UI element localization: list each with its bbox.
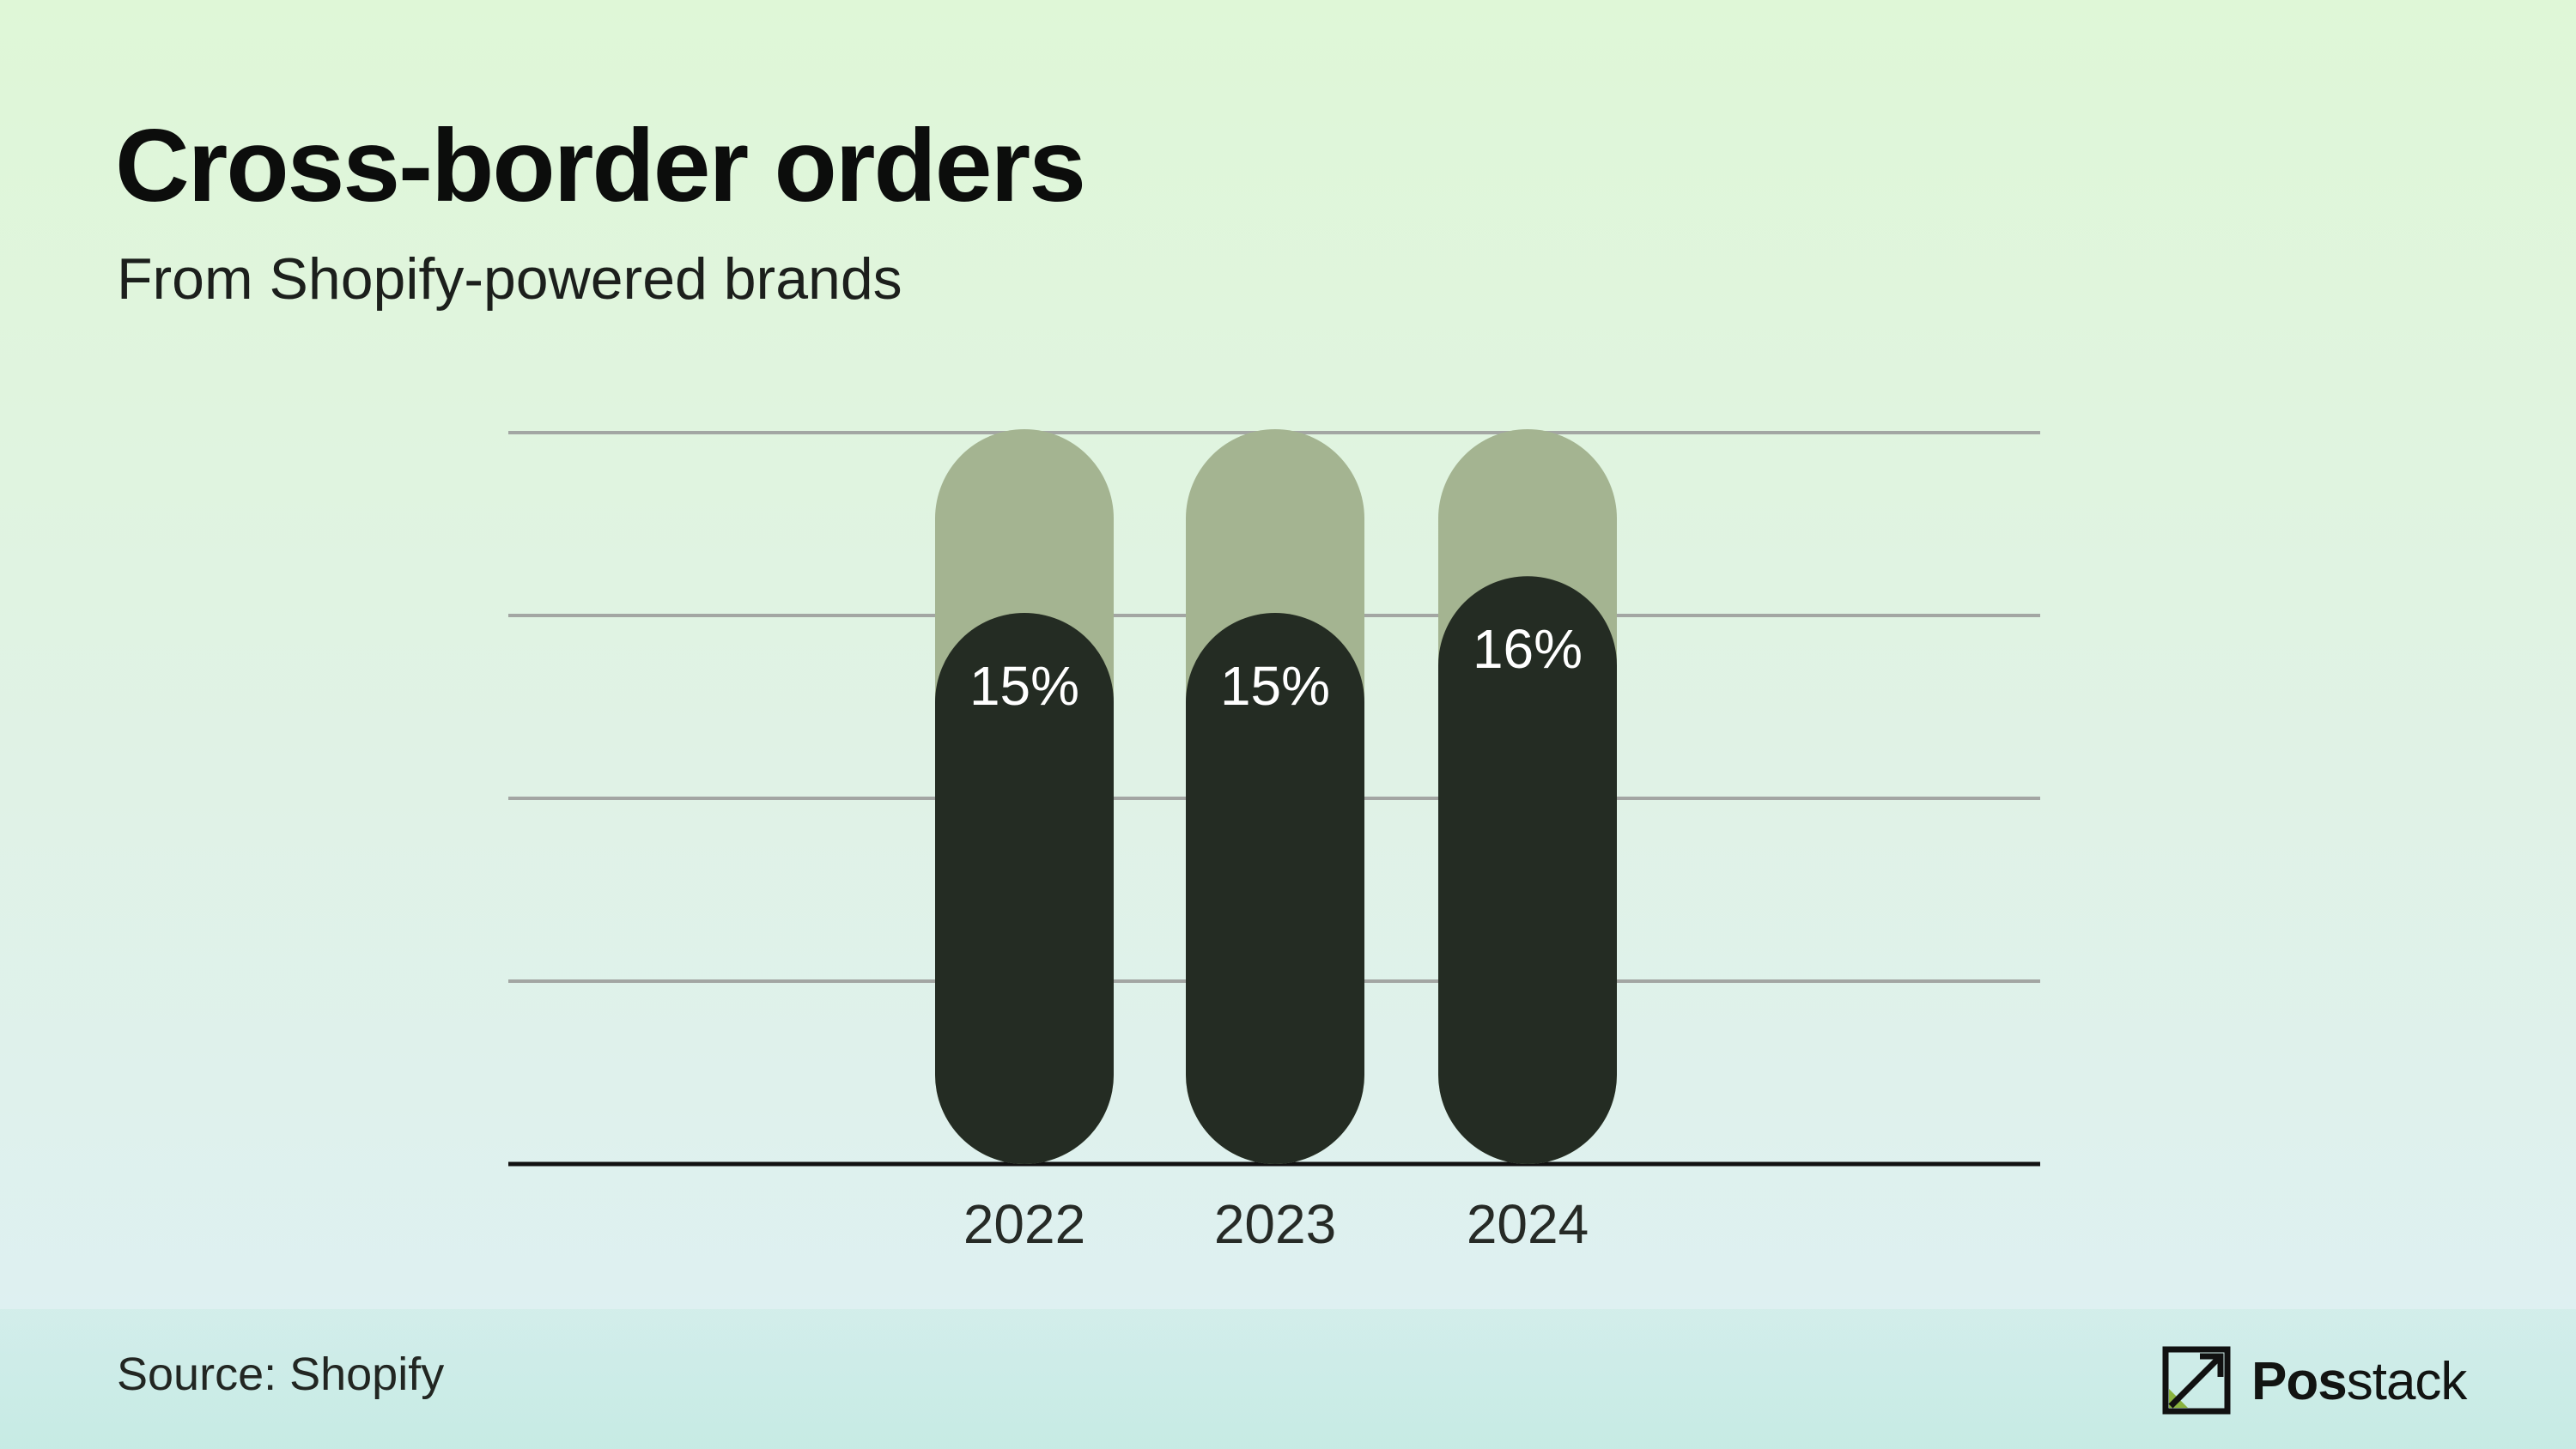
chart-title: Cross-border orders [115, 108, 1086, 223]
brand-wordmark-rest: stack [2346, 1352, 2468, 1411]
footer-band [0, 1309, 2576, 1449]
data-label: 16% [1473, 618, 1583, 680]
tick-layer: 2022 2023 2024 [963, 1193, 1589, 1255]
bar [935, 613, 1114, 1164]
brand-wordmark: Posstack [2251, 1351, 2468, 1412]
x-tick-label: 2024 [1467, 1193, 1589, 1255]
bar [1438, 576, 1617, 1164]
bar-layer [935, 576, 1617, 1164]
x-tick-label: 2023 [1214, 1193, 1336, 1255]
chart-subtitle: From Shopify-powered brands [117, 246, 902, 312]
source-note: Source: Shopify [117, 1349, 445, 1400]
data-label: 15% [969, 655, 1079, 717]
brand-wordmark-bold: Pos [2251, 1352, 2348, 1411]
label-layer: 15% 15% 16% [969, 618, 1583, 717]
data-label: 15% [1220, 655, 1330, 717]
bar [1186, 613, 1364, 1164]
posstack-logo-icon [2162, 1346, 2231, 1415]
x-tick-label: 2022 [963, 1193, 1085, 1255]
